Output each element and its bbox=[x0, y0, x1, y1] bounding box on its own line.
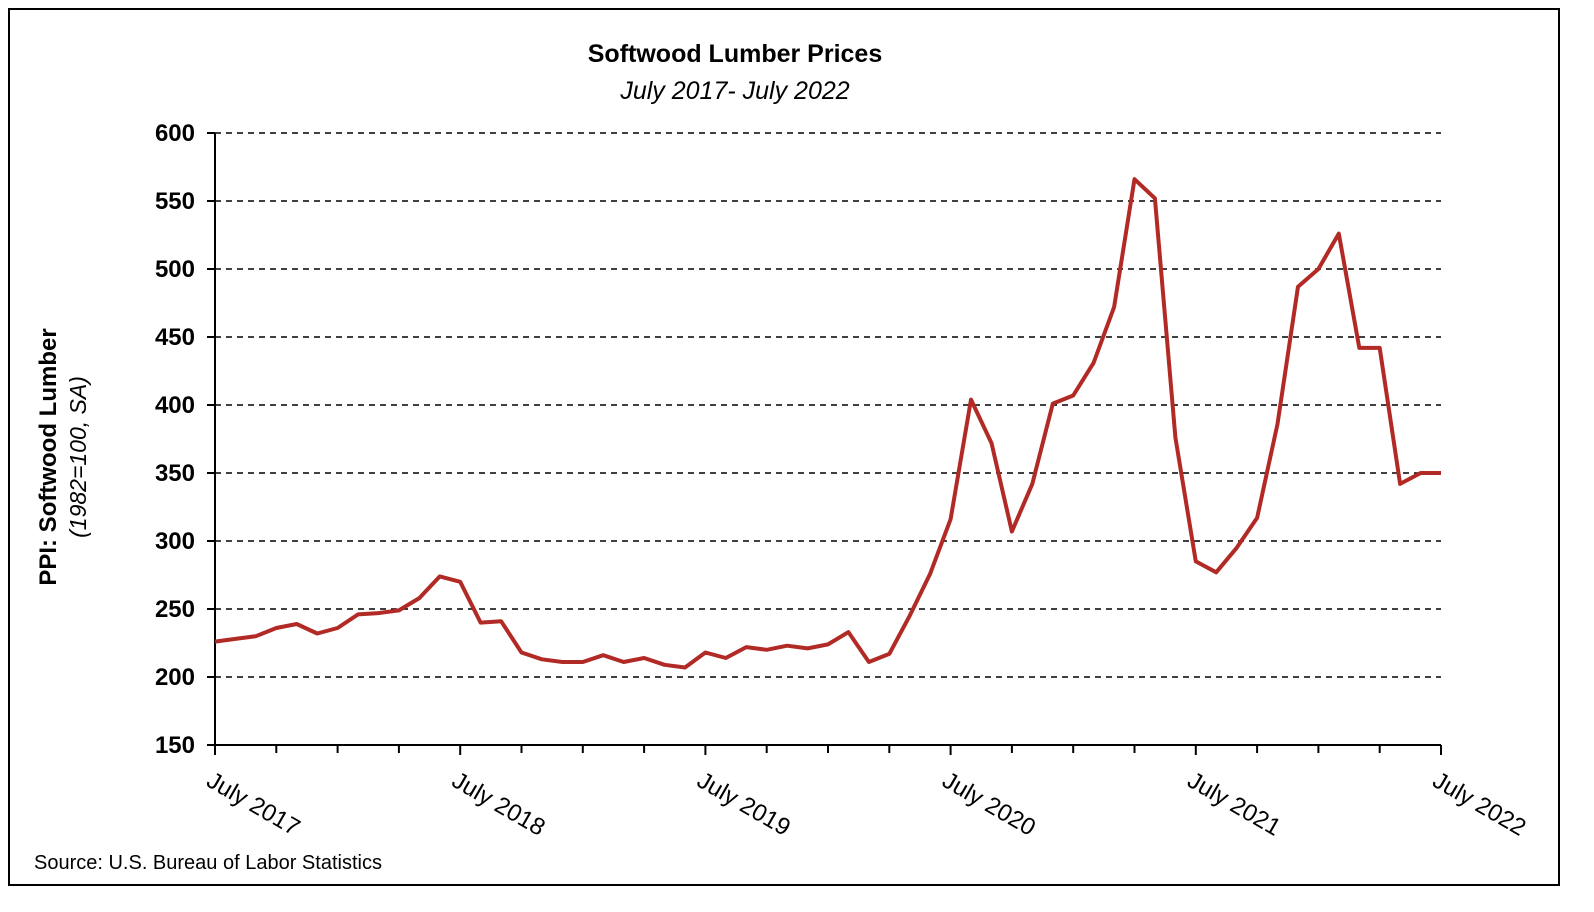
y-axis-ticks: 150 200 250 300 350 400 450 500 550 600 bbox=[155, 120, 215, 759]
y-tick-label: 200 bbox=[155, 664, 195, 691]
series-line bbox=[214, 177, 1441, 670]
y-tick-label: 250 bbox=[155, 596, 195, 623]
y-tick-label: 150 bbox=[155, 732, 195, 759]
x-tick-label: July 2022 bbox=[1428, 767, 1530, 842]
y-tick-label: 450 bbox=[155, 324, 195, 351]
source-note: Source: U.S. Bureau of Labor Statistics bbox=[34, 852, 382, 874]
x-tick-label: July 2017 bbox=[202, 767, 304, 842]
y-axis-sublabel: (1982=100, SA) bbox=[65, 376, 91, 538]
x-axis: July 2017 July 2018 July 2019 July 2020 July… bbox=[202, 133, 1530, 842]
y-tick-label: 300 bbox=[155, 528, 195, 555]
y-tick-label: 400 bbox=[155, 392, 195, 419]
y-tick-label: 600 bbox=[155, 120, 195, 147]
y-axis-label: PPI: Softwood Lumber bbox=[35, 328, 62, 585]
x-tick-label: July 2018 bbox=[447, 767, 549, 842]
gridlines bbox=[215, 132, 1441, 678]
y-tick-label: 350 bbox=[155, 460, 195, 487]
y-tick-label: 500 bbox=[155, 256, 195, 283]
chart-subtitle: July 2017- July 2022 bbox=[619, 77, 849, 105]
x-tick-label: July 2020 bbox=[938, 767, 1040, 842]
x-tick-label: July 2019 bbox=[692, 767, 794, 842]
chart-frame bbox=[8, 8, 1560, 886]
chart-title: Softwood Lumber Prices bbox=[588, 40, 882, 68]
series-layer bbox=[214, 177, 1441, 670]
y-tick-label: 550 bbox=[155, 188, 195, 215]
x-tick-label: July 2021 bbox=[1183, 767, 1285, 842]
